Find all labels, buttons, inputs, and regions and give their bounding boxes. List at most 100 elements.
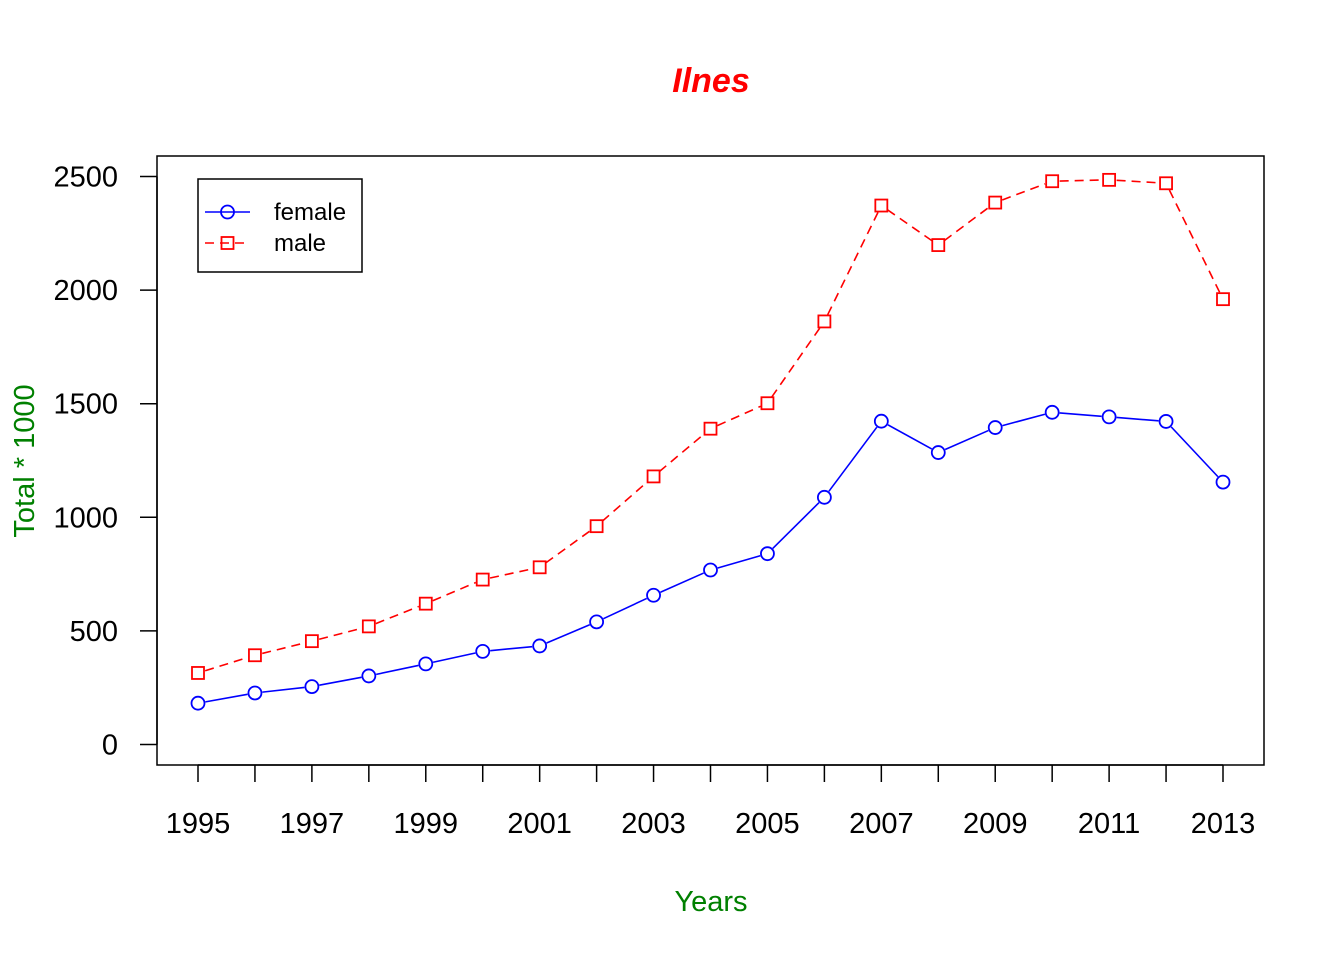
male-segment [771,327,821,398]
male-segment [658,432,706,473]
female-point [361,668,377,684]
female-point [703,562,718,578]
female-point [589,614,605,630]
male-point [703,421,718,436]
x-tick-label: 2011 [1078,808,1140,840]
male-point [418,596,433,611]
female-segment [546,624,591,644]
legend-marker-female [220,204,235,220]
male-point [589,519,604,534]
female-point [475,643,491,659]
female-segment [1170,426,1219,478]
male-point [1102,172,1117,187]
male-segment [943,206,990,242]
male-point [817,314,832,329]
series-layer [190,172,1231,711]
female-segment [376,664,419,676]
male-point [475,572,490,587]
female-point [190,695,206,711]
male-segment [1059,179,1102,182]
female-point [418,656,434,672]
y-tick-label: 2000 [53,275,118,307]
x-tick-label: 2001 [507,808,572,840]
female-segment [828,426,878,492]
male-point [760,396,775,411]
male-segment [1116,179,1159,184]
male-segment [204,656,249,672]
female-segment [717,554,761,569]
legend-marker-male [220,236,235,250]
chart-title: Ilnes [672,62,749,100]
x-tick-label: 1995 [166,808,231,840]
male-segment [717,405,761,427]
female-segment [603,597,648,620]
y-tick-label: 0 [102,730,118,762]
x-axis-label: Years [674,886,747,918]
male-segment [262,642,305,655]
x-tick-label: 1997 [280,808,345,840]
female-segment [944,429,989,451]
female-segment [432,652,476,664]
y-tick-label: 500 [70,616,118,648]
male-point [248,648,262,663]
legend: female male [197,178,363,273]
male-segment [1168,189,1221,293]
male-point [361,619,376,634]
female-point [873,413,889,429]
male-point [646,469,661,484]
y-tick-label: 2500 [53,161,118,193]
male-point [191,666,205,680]
x-tick-label: 2003 [621,808,686,840]
female-point [1158,414,1174,429]
y-tick-label: 1500 [53,389,118,421]
female-point [1044,404,1060,420]
female-point [1101,409,1117,425]
male-segment [318,627,362,641]
female-segment [319,676,362,687]
female-point [987,420,1003,435]
legend-box [197,178,363,273]
male-point [988,195,1003,210]
female-point [816,489,832,505]
x-tick-label: 2007 [849,808,914,840]
male-segment [375,605,420,625]
x-tick-label: 1999 [394,808,459,840]
female-point [930,445,946,460]
male-point [1159,176,1173,191]
male-segment [545,529,591,564]
x-tick-label: 2009 [963,808,1028,840]
male-point [1216,292,1230,307]
female-segment [660,572,704,593]
female-segment [1002,413,1046,427]
legend-label-male: male [274,230,326,257]
male-point [931,238,946,252]
x-axis: 1995 1997 1999 2001 2003 2005 2007 2009 2011 2013 [166,764,1256,840]
female-segment [1116,416,1159,422]
male-segment [826,211,879,316]
female-point [646,587,661,603]
female-point [304,679,320,695]
female-point [1215,474,1231,490]
y-axis-label: Total * 1000 [9,384,41,537]
female-point [760,546,775,562]
female-segment [1059,412,1102,418]
male-point [532,560,547,575]
female-series [190,404,1231,711]
male-segment [887,209,933,242]
y-tick-label: 1000 [53,502,118,534]
x-tick-label: 2013 [1191,808,1256,840]
male-point [874,198,889,213]
male-segment [601,480,649,522]
x-tick-label: 2005 [735,808,800,840]
male-segment [489,568,533,579]
female-segment [490,645,533,652]
female-point [532,638,548,654]
legend-label-female: female [274,199,346,226]
male-series [191,172,1230,680]
female-segment [772,502,820,549]
male-point [1045,174,1060,189]
male-segment [1001,183,1046,201]
female-segment [205,693,248,703]
female-point [247,685,263,701]
